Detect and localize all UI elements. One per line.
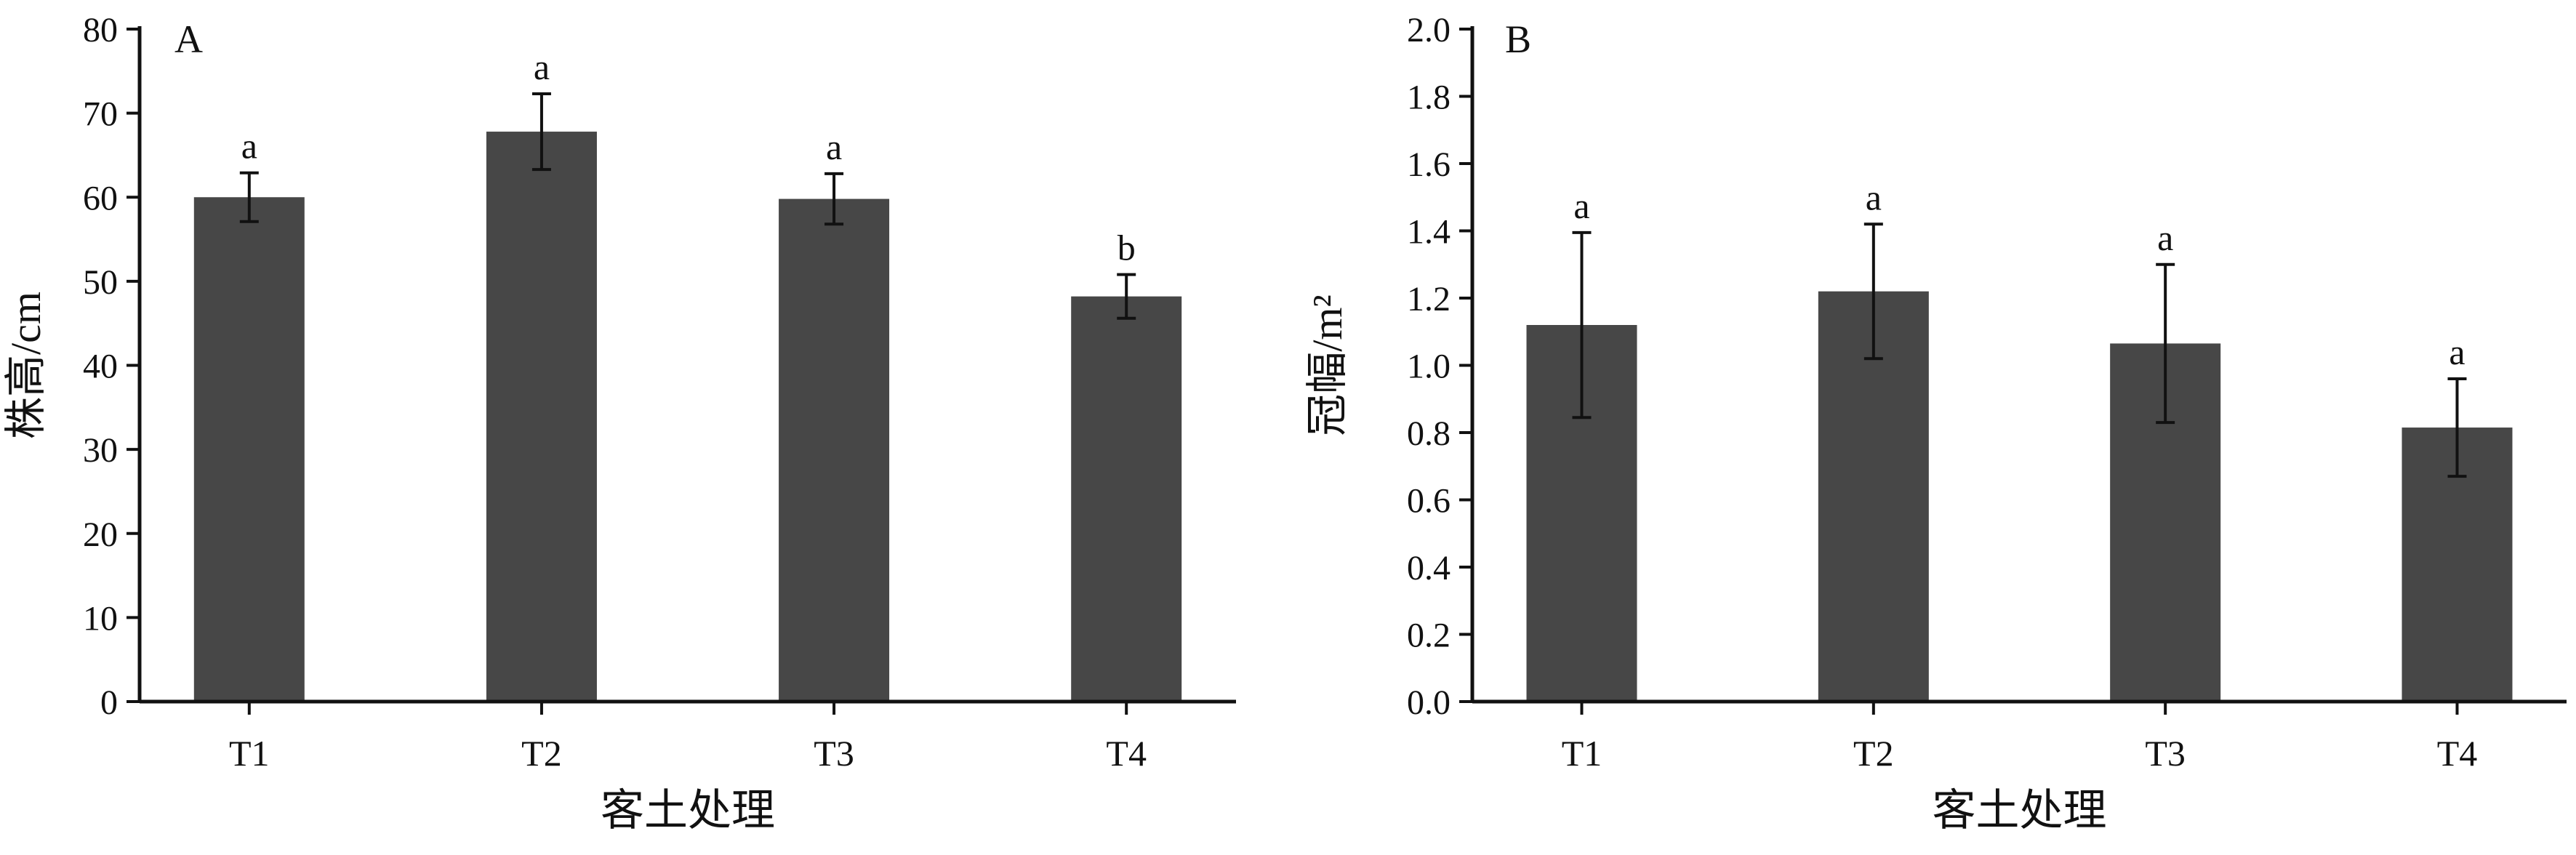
y-tick-label: 2.0 [1407,11,1450,49]
chart-panel-a: a a a b 0 10 20 30 40 50 60 70 80 T1 T2 T3 T4 A 客土处理 株高/cm [2,11,1236,835]
y-tick-label: 80 [83,11,118,49]
significance-label: a [1573,185,1589,226]
x-tick-label: T2 [1853,733,1894,774]
x-tick-label: T2 [521,733,562,774]
significance-label: a [534,47,550,87]
x-axis-title: 客土处理 [1933,787,2107,835]
y-tick-label: 0.0 [1407,683,1450,722]
y-tick-label: 60 [83,179,118,217]
significance-label: a [2449,332,2465,372]
y-tick-label: 0.4 [1407,549,1450,587]
bar [486,132,597,702]
bar [779,198,890,702]
x-tick-label: T3 [2145,733,2186,774]
y-tick-label: 30 [83,431,118,470]
x-tick-label: T3 [814,733,854,774]
x-tick-label: T4 [2437,733,2478,774]
x-tick-label: T1 [1562,733,1602,774]
significance-label: a [2157,217,2173,258]
panel-label: A [174,17,203,61]
y-tick-label: 1.4 [1407,213,1450,252]
y-tick-label: 50 [83,263,118,302]
y-tick-label: 0 [100,683,118,722]
y-tick-label: 1.6 [1407,145,1450,184]
y-tick-label: 10 [83,599,118,638]
bar [193,197,305,702]
y-tick-label: 1.2 [1407,280,1450,318]
bar [1071,296,1182,702]
y-tick-label: 1.0 [1407,348,1450,386]
significance-label: a [826,127,842,167]
x-axis-title: 客土处理 [601,787,775,835]
y-tick-label: 40 [83,348,118,386]
significance-label: a [241,126,257,166]
x-tick-label: T1 [229,733,270,774]
y-tick-label: 1.8 [1407,79,1450,117]
panel-label: B [1505,17,1531,61]
x-tick-label: T4 [1106,733,1147,774]
y-tick-label: 0.8 [1407,414,1450,453]
y-tick-label: 0.6 [1407,482,1450,521]
significance-label: b [1118,228,1136,268]
y-tick-label: 20 [83,515,118,554]
significance-label: a [1866,177,1882,217]
y-axis-title: 株高/cm [2,292,49,439]
y-tick-label: 70 [83,95,118,134]
chart-panel-b: a a a a 0.0 0.2 0.4 0.6 0.8 1.0 1.2 1.4 1.6 1.8 2.0 T1 T… [1304,11,2567,835]
y-axis-title: 冠幅/m² [1304,294,1351,436]
y-tick-label: 0.2 [1407,617,1450,655]
